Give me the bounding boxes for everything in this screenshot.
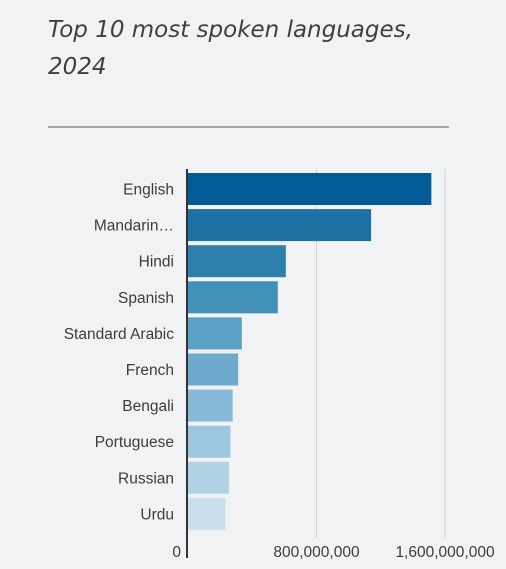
category-label: Portuguese <box>95 434 174 451</box>
category-label: Spanish <box>118 290 174 307</box>
category-labels: English Mandarin… Hindi Spanish Standard Ara… <box>64 182 175 524</box>
bar-russian[interactable] <box>188 461 229 494</box>
category-label: Bengali <box>122 398 174 415</box>
x-tick-labels: 0 800,000,000 1,600,000,000 <box>172 544 495 561</box>
bar-portuguese[interactable] <box>188 425 231 458</box>
category-label: Urdu <box>140 506 174 523</box>
bar-standard-arabic[interactable] <box>188 317 242 350</box>
bar-french[interactable] <box>188 353 239 386</box>
category-label: Mandarin… <box>94 218 174 235</box>
category-label: Hindi <box>139 254 174 271</box>
category-label: Standard Arabic <box>64 326 175 343</box>
bar-mandarin[interactable] <box>188 209 372 242</box>
bar-bengali[interactable] <box>188 389 233 422</box>
bars <box>188 173 432 530</box>
x-tick-label: 0 <box>172 544 181 561</box>
bar-hindi[interactable] <box>188 245 286 278</box>
bar-spanish[interactable] <box>188 281 278 314</box>
category-label: French <box>126 362 174 379</box>
category-label: Russian <box>118 470 174 487</box>
x-tick-label: 1,600,000,000 <box>395 544 495 561</box>
chart-title: Top 10 most spoken languages, 2024 <box>48 17 413 80</box>
category-label: English <box>123 182 174 199</box>
title-divider <box>48 126 449 128</box>
bar-english[interactable] <box>188 173 432 205</box>
bar-urdu[interactable] <box>188 497 226 530</box>
x-tick-label: 800,000,000 <box>273 544 360 561</box>
